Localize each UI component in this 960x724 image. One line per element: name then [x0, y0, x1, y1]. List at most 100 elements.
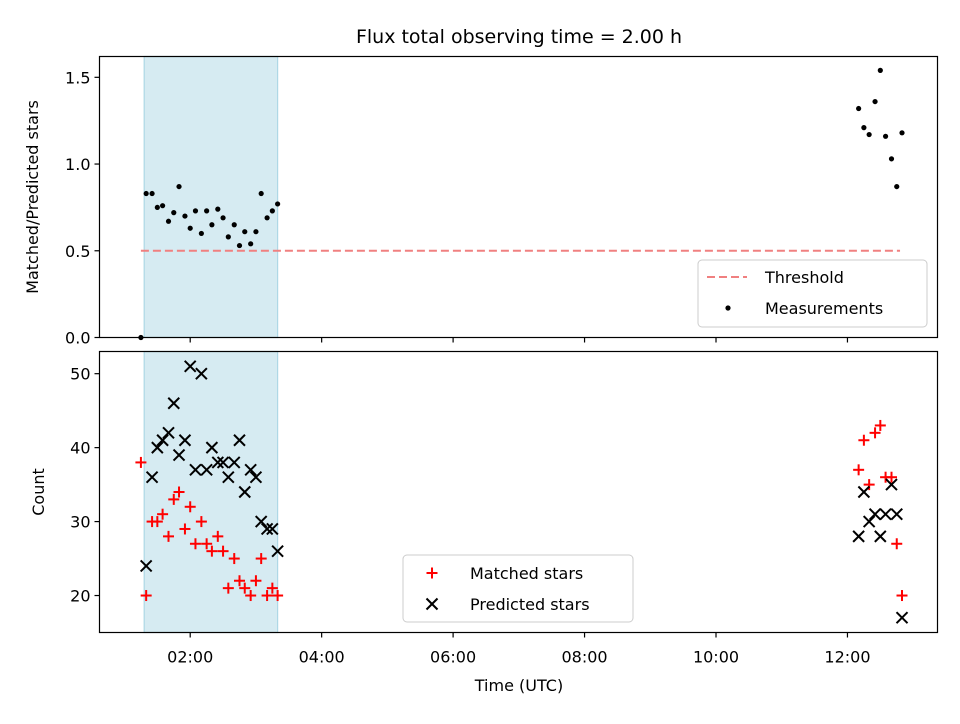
predicted-star-point [183, 360, 197, 373]
measurement-point [253, 229, 259, 235]
measurement-point [877, 67, 883, 73]
matched-star-point [228, 553, 240, 565]
measurement-point [861, 125, 867, 131]
top-ytick-label: 1.0 [65, 155, 90, 174]
top-ytick-label: 0.0 [65, 329, 90, 348]
measurement-point [182, 213, 188, 219]
matched-star-point [239, 582, 251, 594]
measurement-point [269, 208, 275, 214]
top-y-axis-label: Matched/Predicted stars [23, 100, 42, 294]
bottom-xtick-label: 06:00 [430, 648, 476, 667]
predicted-star-point [167, 397, 180, 410]
predicted-star-point [151, 441, 164, 454]
matched-star-point [869, 427, 881, 439]
matched-star-point [896, 590, 908, 602]
predicted-star-point [195, 367, 208, 380]
matched-star-point [195, 516, 207, 528]
top-legend: Threshold Measurements [697, 259, 928, 328]
legend-measurements-marker [725, 305, 731, 311]
legend-predicted-marker [425, 597, 439, 611]
measurement-point [894, 183, 900, 190]
top-xticks-layer [189, 337, 849, 343]
measurement-point [149, 190, 155, 197]
top-ytick-label: 0.5 [65, 242, 90, 261]
matched-star-point [157, 508, 169, 520]
matched-star-point [135, 456, 147, 468]
matched-star-point [250, 575, 262, 587]
bottom-shade-layer [143, 350, 279, 634]
predicted-star-point [222, 471, 235, 484]
matched-star-point [212, 530, 224, 542]
measurement-point [198, 230, 204, 237]
predicted-star-point [879, 507, 892, 521]
matched-star-point [206, 545, 218, 557]
predicted-star-point [211, 456, 225, 469]
predicted-star-point [895, 611, 909, 624]
matched-star-point [168, 493, 180, 505]
matched-star-point [217, 545, 229, 557]
bottom-legend: Matched stars Predicted stars [402, 554, 634, 623]
predicted-star-point [200, 463, 213, 477]
matched-star-point [272, 590, 284, 602]
measurement-point [220, 215, 226, 221]
top-plot-frame [98, 55, 939, 339]
measurement-point [882, 133, 889, 139]
predicted-star-point [238, 485, 251, 499]
top-shade-layer [143, 55, 279, 339]
measurement-point [899, 130, 905, 136]
bottom-ytick-label: 40 [70, 439, 90, 458]
measurement-point [258, 190, 264, 197]
bottom-xtick-label: 08:00 [561, 648, 607, 667]
measurement-point [225, 234, 231, 240]
top-yticks-layer: 0.0 0.5 1.0 1.5 [65, 68, 100, 348]
measurement-point [888, 156, 895, 162]
measurement-point [192, 208, 199, 214]
matched-star-point [233, 575, 245, 587]
measurement-point [159, 203, 166, 209]
predicted-star-point [244, 463, 257, 477]
bottom-y-axis-label: Count [29, 468, 48, 516]
predicted-star-point [857, 485, 871, 499]
predicted-star-point [205, 441, 219, 454]
top-axes: 0.0 0.5 1.0 1.5 Matched/Predicted stars Thr… [23, 55, 939, 348]
bottom-legend-frame [402, 554, 634, 623]
bottom-xtick-label: 04:00 [299, 648, 345, 667]
bottom-xtick-label: 10:00 [693, 648, 739, 667]
bottom-shaded-span [143, 350, 279, 634]
predicted-star-point [145, 471, 159, 484]
measurement-point [154, 204, 160, 211]
matched-star-point [874, 419, 886, 431]
measurement-point [204, 208, 210, 214]
measurement-point [209, 222, 215, 228]
predicted-star-point [216, 456, 230, 469]
bottom-ytick-label: 20 [70, 587, 90, 606]
matched-star-point [853, 464, 865, 476]
matched-star-point [858, 434, 870, 446]
matched-star-point [261, 590, 273, 602]
chart-title: Flux total observing time = 2.00 h [356, 26, 682, 48]
predicted-star-point [260, 522, 274, 536]
predicted-star-point [189, 463, 202, 477]
bottom-ytick-label: 30 [70, 513, 90, 532]
predicted-star-point [862, 515, 876, 528]
matched-star-point [891, 538, 903, 550]
measurement-point [264, 215, 270, 221]
legend-threshold-label: Threshold [764, 268, 844, 287]
predicted-star-point [266, 522, 279, 536]
measurement-point [248, 241, 254, 247]
legend-matched-label: Matched stars [470, 564, 583, 583]
measurement-point [215, 206, 221, 212]
matched-star-point [163, 530, 175, 542]
top-points-layer [138, 67, 905, 341]
predicted-star-point [178, 434, 192, 447]
measurement-point [872, 98, 878, 105]
legend-matched-marker [426, 567, 438, 579]
measurement-point [143, 190, 149, 197]
bottom-yticks-layer: 20 30 40 50 [70, 365, 100, 606]
matched-star-point [189, 538, 201, 550]
measurement-point [176, 183, 182, 190]
predicted-star-point [156, 434, 169, 447]
predicted-star-point [890, 507, 903, 521]
measurement-point [236, 242, 243, 249]
